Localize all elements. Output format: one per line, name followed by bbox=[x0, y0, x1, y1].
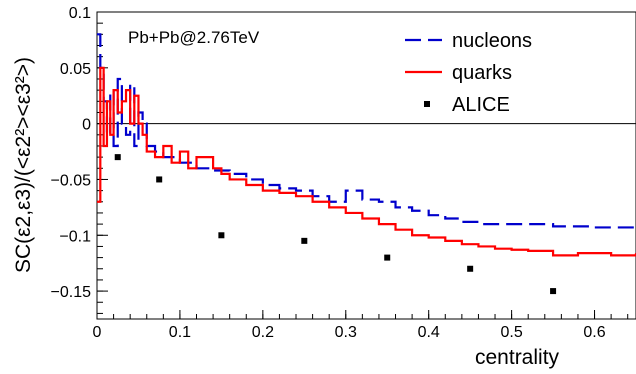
legend-label-ALICE: ALICE bbox=[452, 94, 510, 116]
x-tick-label: 0 bbox=[93, 324, 102, 341]
alice-point bbox=[467, 265, 474, 272]
tick-layer: 0 0.1 0.2 0.3 0.4 0.5 0.6 0.1 0.05 0 −0.05 −0.1 −0.1… bbox=[51, 5, 636, 341]
alice-point bbox=[156, 176, 163, 183]
y-tick-label: 0.05 bbox=[60, 61, 91, 78]
text-layer: Pb+Pb@2.76TeV centrality SC(ε2,ε3)/(<ε2²… bbox=[12, 28, 560, 369]
x-tick-label: 0.6 bbox=[583, 324, 605, 341]
x-tick-label: 0.4 bbox=[418, 324, 440, 341]
nucleons-line bbox=[97, 33, 636, 229]
legend-label-quarks: quarks bbox=[452, 62, 512, 84]
x-tick-label: 0.5 bbox=[500, 324, 522, 341]
alice-point bbox=[218, 232, 225, 239]
x-tick-label: 0.3 bbox=[335, 324, 357, 341]
alice-point bbox=[301, 237, 308, 244]
annotation-label: Pb+Pb@2.76TeV bbox=[128, 28, 260, 47]
legend-alice-marker bbox=[424, 101, 430, 107]
plot-frame bbox=[96, 11, 636, 320]
legend: nucleons quarks ALICE bbox=[405, 30, 532, 116]
y-tick-label: −0.15 bbox=[51, 284, 92, 301]
x-tick-label: 0.2 bbox=[252, 324, 274, 341]
y-axis-title: SC(ε2,ε3)/(<ε2²><ε3²>) bbox=[12, 57, 35, 273]
x-tick-label: 0.1 bbox=[169, 324, 191, 341]
alice-point bbox=[384, 254, 391, 261]
y-tick-label: −0.05 bbox=[51, 172, 92, 189]
quarks-line bbox=[97, 66, 636, 257]
y-tick-label: 0.1 bbox=[69, 5, 91, 22]
x-axis-title: centrality bbox=[475, 346, 560, 369]
legend-label-nucleons: nucleons bbox=[452, 30, 532, 52]
alice-point bbox=[114, 154, 121, 161]
y-tick-label: −0.1 bbox=[59, 228, 91, 245]
series-layer bbox=[97, 33, 636, 295]
y-tick-label: 0 bbox=[82, 117, 91, 134]
alice-point bbox=[550, 288, 557, 295]
